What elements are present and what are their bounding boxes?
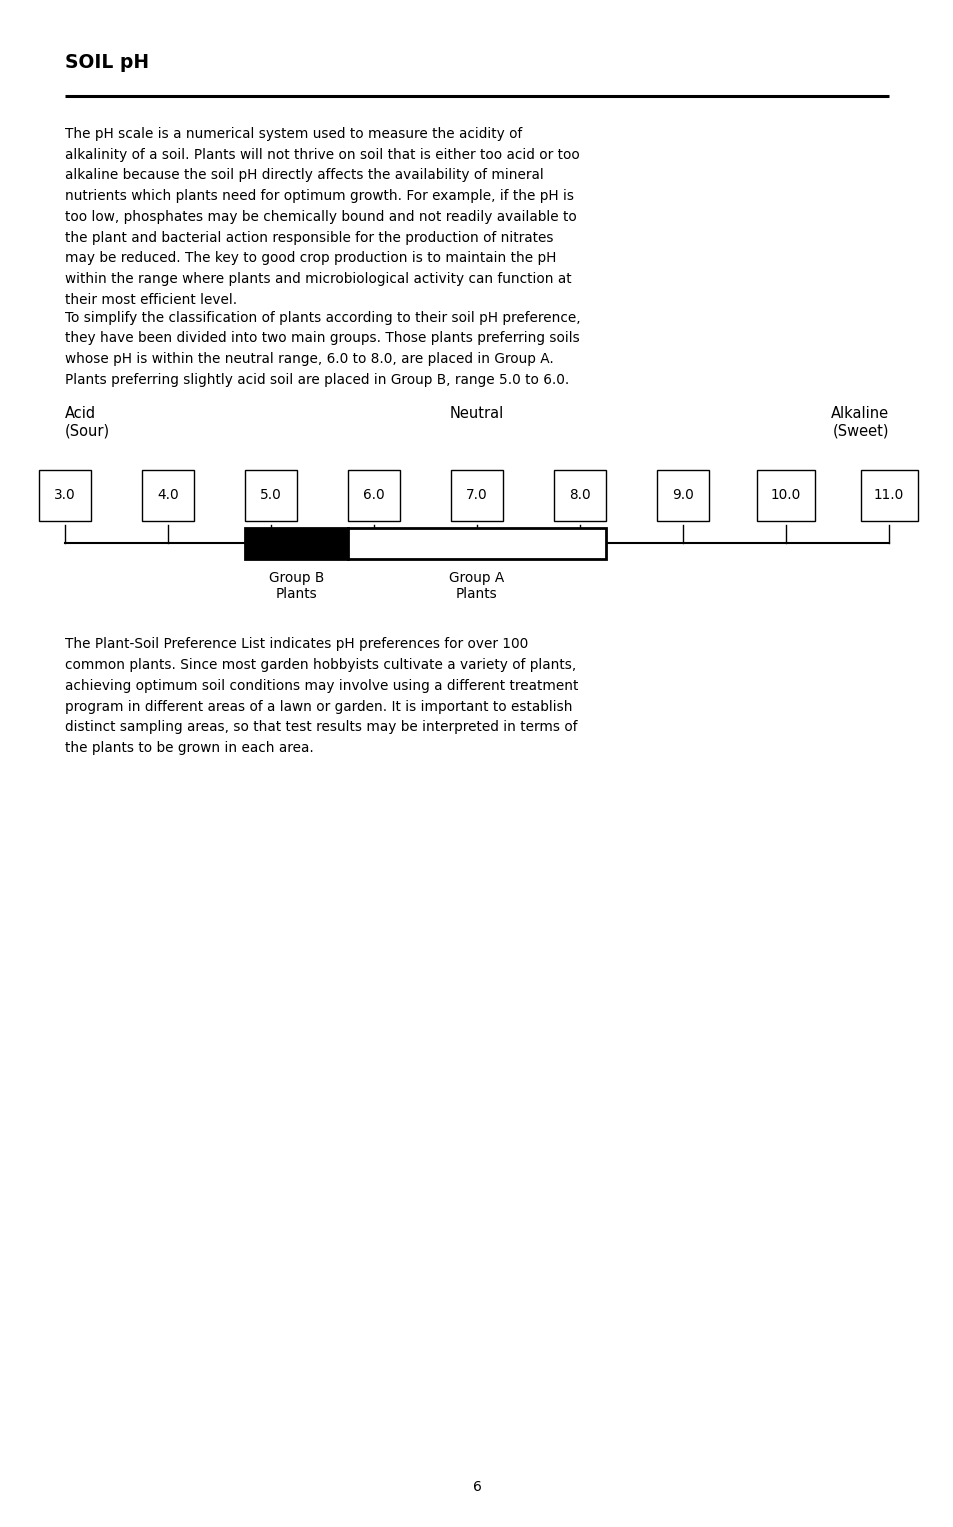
Text: The pH scale is a numerical system used to measure the acidity of: The pH scale is a numerical system used … (65, 127, 521, 140)
Bar (860, 470, 917, 521)
Text: 5.0: 5.0 (260, 489, 281, 502)
Text: 10.0: 10.0 (770, 489, 801, 502)
Text: whose pH is within the neutral range, 6.0 to 8.0, are placed in Group A.: whose pH is within the neutral range, 6.… (65, 353, 553, 366)
Text: 7.0: 7.0 (466, 489, 487, 502)
Bar (450, 470, 503, 521)
Text: too low, phosphates may be chemically bound and not readily available to: too low, phosphates may be chemically bo… (65, 209, 576, 224)
Bar (348, 528, 606, 559)
Text: alkalinity of a soil. Plants will not thrive on soil that is either too acid or : alkalinity of a soil. Plants will not th… (65, 148, 579, 162)
Text: achieving optimum soil conditions may involve using a different treatment: achieving optimum soil conditions may in… (65, 680, 578, 693)
Text: 11.0: 11.0 (873, 489, 903, 502)
Text: To simplify the classification of plants according to their soil pH preference,: To simplify the classification of plants… (65, 310, 579, 325)
Text: the plants to be grown in each area.: the plants to be grown in each area. (65, 741, 314, 756)
Bar (757, 470, 814, 521)
Text: Group B
Plants: Group B Plants (269, 571, 323, 602)
Text: common plants. Since most garden hobbyists cultivate a variety of plants,: common plants. Since most garden hobbyis… (65, 658, 576, 672)
Text: they have been divided into two main groups. Those plants preferring soils: they have been divided into two main gro… (65, 331, 579, 345)
Text: 6.0: 6.0 (363, 489, 384, 502)
Text: 8.0: 8.0 (569, 489, 590, 502)
Text: program in different areas of a lawn or garden. It is important to establish: program in different areas of a lawn or … (65, 699, 572, 713)
Text: within the range where plants and microbiological activity can function at: within the range where plants and microb… (65, 272, 571, 286)
Text: 6: 6 (472, 1480, 481, 1495)
Bar (657, 470, 709, 521)
Text: distinct sampling areas, so that test results may be interpreted in terms of: distinct sampling areas, so that test re… (65, 721, 577, 734)
Text: the plant and bacterial action responsible for the production of nitrates: the plant and bacterial action responsib… (65, 231, 553, 244)
Text: 3.0: 3.0 (54, 489, 75, 502)
Bar (244, 528, 348, 559)
Text: The Plant-Soil Preference List indicates pH preferences for over 100: The Plant-Soil Preference List indicates… (65, 637, 528, 652)
Text: 9.0: 9.0 (672, 489, 693, 502)
Bar (38, 470, 91, 521)
Bar (348, 470, 400, 521)
Text: Plants preferring slightly acid soil are placed in Group B, range 5.0 to 6.0.: Plants preferring slightly acid soil are… (65, 373, 569, 386)
Text: their most efficient level.: their most efficient level. (65, 293, 236, 307)
Text: SOIL pH: SOIL pH (65, 53, 149, 72)
Text: Acid
(Sour): Acid (Sour) (65, 406, 110, 438)
Bar (244, 470, 296, 521)
Text: Neutral: Neutral (450, 406, 503, 421)
Bar (142, 470, 194, 521)
Text: Alkaline
(Sweet): Alkaline (Sweet) (830, 406, 888, 438)
Text: 4.0: 4.0 (157, 489, 178, 502)
Bar (553, 470, 606, 521)
Text: may be reduced. The key to good crop production is to maintain the pH: may be reduced. The key to good crop pro… (65, 252, 556, 266)
Text: Group A
Plants: Group A Plants (449, 571, 504, 602)
Text: nutrients which plants need for optimum growth. For example, if the pH is: nutrients which plants need for optimum … (65, 189, 574, 203)
Text: alkaline because the soil pH directly affects the availability of mineral: alkaline because the soil pH directly af… (65, 168, 543, 182)
